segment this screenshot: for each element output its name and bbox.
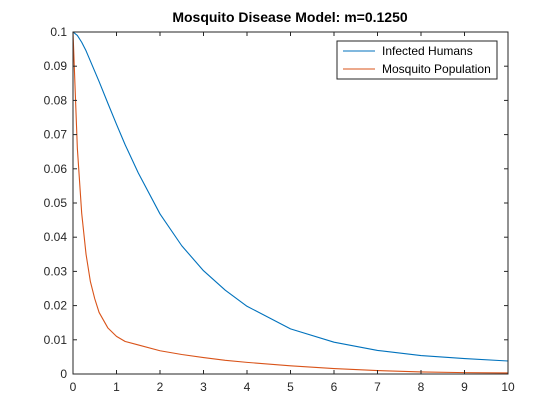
legend-label-mosquito-population: Mosquito Population — [382, 62, 491, 76]
y-tick-label: 0.08 — [44, 93, 68, 107]
y-tick-label: 0.03 — [44, 264, 68, 278]
x-tick-label: 9 — [461, 380, 468, 394]
series-line-infected-humans — [72, 31, 509, 362]
axes-layer: 0 1 2 3 4 5 6 7 8 9 10 0 0.01 0.02 0.03 0.04 0.05 0.06 0.0… — [44, 25, 515, 394]
x-tick-label: 4 — [244, 380, 251, 394]
y-tick-label: 0.05 — [44, 196, 68, 210]
x-tick-label: 2 — [157, 380, 164, 394]
x-tick-label: 5 — [287, 380, 294, 394]
series-layer — [72, 31, 509, 374]
y-tick-label: 0.06 — [44, 162, 68, 176]
x-tick-label: 10 — [501, 380, 515, 394]
x-tick-label: 1 — [113, 380, 120, 394]
series-line-mosquito-population — [72, 31, 509, 374]
y-tick-label: 0.01 — [44, 333, 68, 347]
x-tick-label: 0 — [70, 380, 77, 394]
y-tick-label: 0.07 — [44, 128, 68, 142]
y-tick-label: 0 — [60, 367, 67, 381]
legend: Infected Humans Mosquito Population — [336, 40, 498, 80]
y-tick-label: 0.1 — [50, 25, 67, 39]
x-tick-label: 6 — [331, 380, 338, 394]
axes-box — [72, 31, 509, 375]
y-tick-label: 0.04 — [44, 230, 68, 244]
y-tick-label: 0.02 — [44, 299, 68, 313]
y-tick-label: 0.09 — [44, 59, 68, 73]
legend-box — [336, 40, 498, 80]
chart-title: Mosquito Disease Model: m=0.1250 — [172, 9, 408, 25]
x-tick-label: 7 — [374, 380, 381, 394]
x-tick-label: 8 — [418, 380, 425, 394]
x-tick-label: 3 — [200, 380, 207, 394]
legend-label-infected-humans: Infected Humans — [382, 44, 473, 58]
